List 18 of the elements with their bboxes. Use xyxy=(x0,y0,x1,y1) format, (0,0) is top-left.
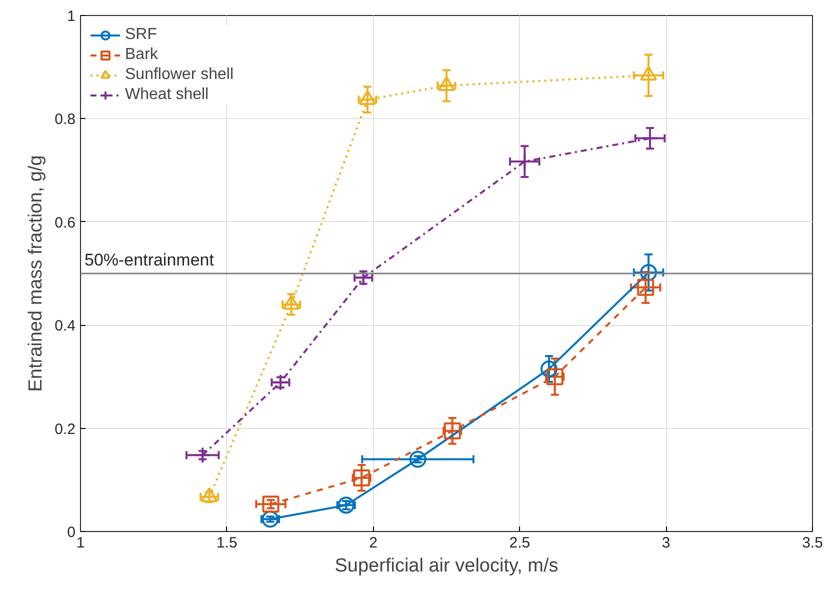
y-tick-label: 1 xyxy=(67,8,76,25)
legend-label: Sunflower shell xyxy=(125,66,234,84)
y-axis-title: Entrained mass fraction, g/g xyxy=(26,155,47,392)
x-tick-label: 2 xyxy=(369,534,378,552)
y-tick-label: 0.4 xyxy=(54,318,76,335)
y-tick-label: 0.2 xyxy=(54,420,76,438)
legend-label: SRF xyxy=(125,26,157,44)
legend-label: Bark xyxy=(125,46,158,64)
x-tick-label: 2.5 xyxy=(509,534,530,552)
ref-line-label: 50%-entrainment xyxy=(84,250,214,270)
y-tick-label: 0.6 xyxy=(54,214,76,232)
x-tick-label: 1.5 xyxy=(216,534,238,552)
x-tick-label: 3 xyxy=(662,534,670,552)
x-axis-title: Superficial air velocity, m/s xyxy=(334,556,558,576)
x-tick-label: 3.5 xyxy=(802,534,823,552)
legend-label: Wheat shell xyxy=(125,86,209,104)
y-tick-label: 0.8 xyxy=(54,111,76,128)
y-tick-label: 0 xyxy=(67,524,76,541)
